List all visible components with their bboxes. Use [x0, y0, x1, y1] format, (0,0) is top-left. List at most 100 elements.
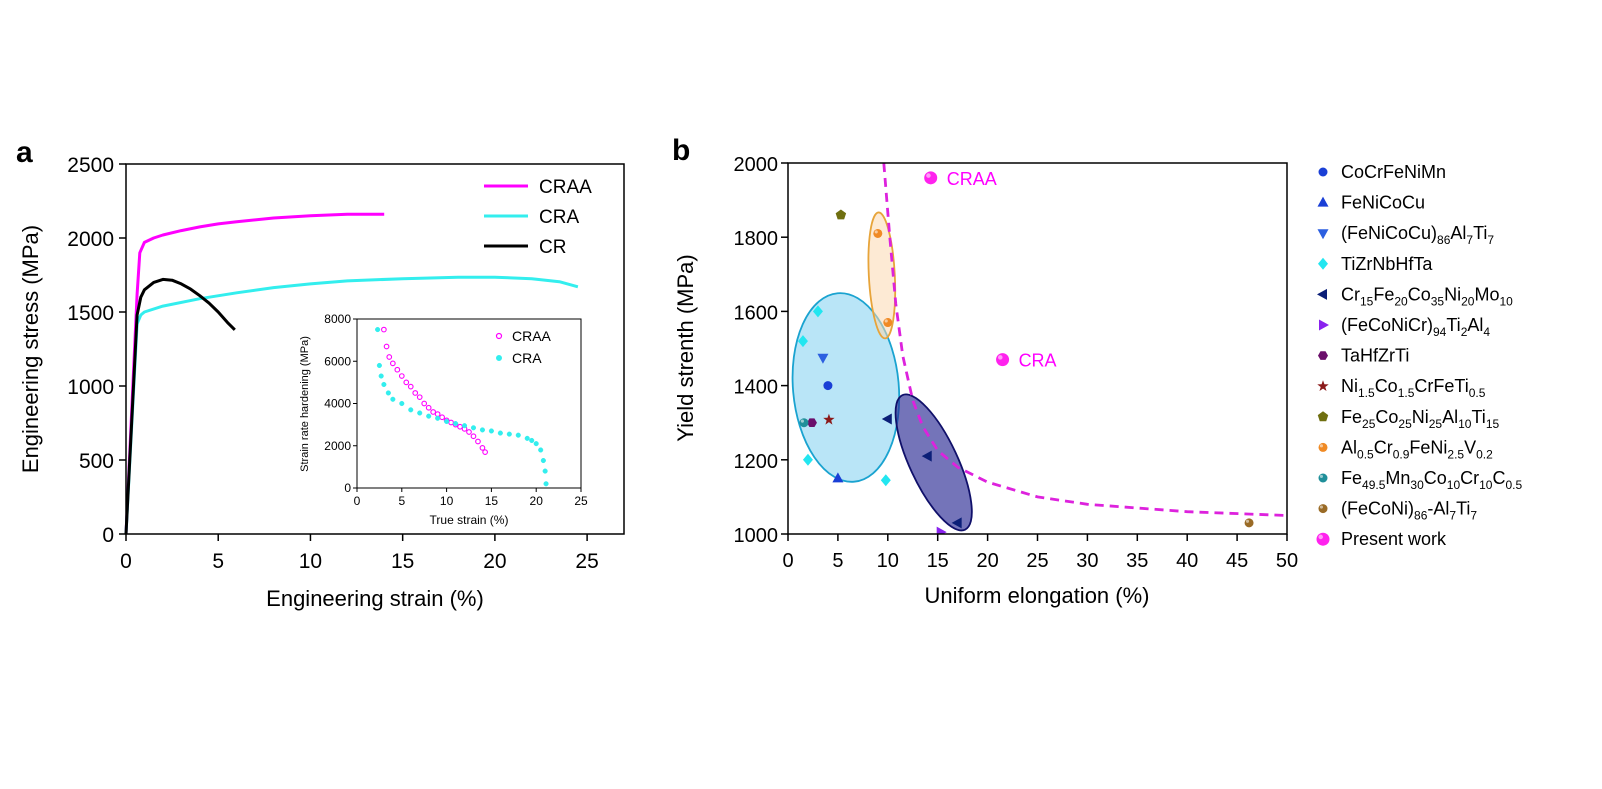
x-tick-label: 25 — [575, 550, 598, 573]
inset-y-tick-label: 6000 — [324, 354, 351, 368]
legend-item-feconi-86-al7ti7: (FeCoNi)86-Al7Ti7 — [1318, 499, 1477, 523]
inset-point-craa — [412, 390, 419, 396]
x-tick-label: 20 — [483, 550, 506, 573]
data-point-tizrnbhfta — [797, 335, 808, 348]
inset-point-craa — [430, 409, 437, 415]
region-ellipse — [791, 292, 901, 483]
panel-b-plot-area: CRAA CRA — [791, 163, 1287, 534]
panel-a-xlabel: Engineering strain (%) — [266, 586, 484, 611]
legend-item-ni1-5co1-5crfeti0-5: Ni1.5Co1.5CrFeTi0.5 — [1317, 376, 1486, 400]
inset-point-craa — [389, 360, 396, 367]
data-point-present-work — [924, 171, 938, 185]
inset-legend-label-craa: CRAA — [512, 328, 552, 344]
inset-point-craa — [479, 445, 486, 451]
y-tick-label: 1500 — [67, 302, 114, 325]
legend-label-cr: CR — [539, 237, 566, 258]
inset-point-craa — [381, 326, 387, 333]
x-tick-label: 0 — [120, 550, 132, 573]
x-tick-label: 25 — [1026, 550, 1048, 572]
legend-marker — [1318, 473, 1328, 483]
y-tick-label: 1600 — [734, 302, 779, 324]
inset-xlabel: True strain (%) — [430, 513, 509, 527]
legend-marker — [1318, 257, 1328, 270]
legend-marker — [1317, 411, 1329, 422]
series-line-cra — [124, 275, 579, 535]
legend-item-al0-5cr0-9feni2-5v0-2: Al0.5Cr0.9FeNi2.5V0.2 — [1318, 437, 1493, 461]
inset-point-cra — [453, 421, 459, 427]
data-point-fenicocu — [832, 472, 844, 483]
data-point-tizrnbhfta — [880, 474, 891, 487]
inset-point-cra — [399, 400, 405, 407]
inset-point-craa — [386, 354, 393, 360]
legend-marker — [1318, 504, 1328, 514]
legend-item-fenicocu-86al7ti7: (FeNiCoCu)86Al7Ti7 — [1317, 223, 1494, 247]
legend-marker — [1316, 532, 1330, 546]
inset-ylabel: Strain rate hardening (MPa) — [299, 336, 311, 472]
legend-item-cr15fe20co35ni20mo10: Cr15Fe20Co35Ni20Mo10 — [1317, 284, 1513, 308]
inset-point-cra — [515, 432, 521, 438]
inset-x-tick-label: 5 — [398, 494, 405, 508]
legend-label: (FeNiCoCu)86Al7Ti7 — [1341, 223, 1494, 247]
x-tick-label: 30 — [1076, 550, 1098, 572]
x-tick-label: 10 — [877, 550, 899, 572]
legend-label: Present work — [1341, 529, 1447, 549]
legend-label: TaHfZrTi — [1341, 346, 1409, 366]
inset-point-cra — [479, 427, 485, 433]
legend-marker — [1318, 442, 1328, 452]
panel-a-legend: CRAA CRA CR — [484, 177, 592, 258]
y-tick-label: 2500 — [67, 154, 114, 177]
legend-item-feconicr-94ti2al4: (FeCoNiCr)94Ti2Al4 — [1319, 315, 1490, 339]
inset-point-cra — [538, 447, 544, 453]
inset-point-cra — [506, 431, 512, 437]
region-ellipse — [867, 211, 897, 340]
data-point-tizrnbhfta — [812, 305, 823, 318]
data-point-feconicr-94ti2al4 — [936, 526, 947, 534]
inset-point-cra — [461, 423, 468, 429]
data-point-cr15fe20co35ni20mo10 — [921, 450, 932, 462]
data-point-cr15fe20co35ni20mo10 — [951, 517, 962, 529]
inset-point-craa — [398, 373, 405, 379]
inset-point-cra — [524, 435, 530, 441]
inset-point-cra — [444, 418, 450, 425]
inset-point-cra — [470, 425, 477, 431]
legend-marker — [1318, 351, 1328, 360]
legend-label: Cr15Fe20Co35Ni20Mo10 — [1341, 284, 1513, 308]
y-tick-label: 1200 — [734, 451, 779, 473]
y-tick-label: 500 — [79, 450, 114, 473]
legend-marker — [1319, 319, 1329, 331]
legend-label: Fe25Co25Ni25Al10Ti15 — [1341, 407, 1499, 431]
inset-point-cra — [426, 413, 432, 419]
legend-marker — [1317, 229, 1329, 240]
legend-label: CoCrFeNiMn — [1341, 162, 1446, 182]
inset-point-craa — [466, 429, 472, 435]
inset-plot-area — [375, 326, 549, 487]
inset-y-tick-label: 8000 — [324, 312, 351, 326]
data-point-present-work — [996, 353, 1010, 367]
legend-label: Ni1.5Co1.5CrFeTi0.5 — [1341, 376, 1486, 400]
legend-marker — [1317, 380, 1329, 392]
inset-point-craa — [470, 433, 477, 440]
y-tick-label: 0 — [102, 524, 114, 547]
x-tick-label: 45 — [1226, 550, 1248, 572]
inset-x-tick-label: 15 — [485, 494, 499, 508]
inset-x-tick-label: 0 — [354, 494, 361, 508]
x-tick-label: 15 — [927, 550, 949, 572]
legend-item-cocrfenimn: CoCrFeNiMn — [1318, 162, 1446, 182]
x-tick-label: 35 — [1126, 550, 1148, 572]
y-tick-label: 2000 — [67, 228, 114, 251]
legend-item-fenicocu: FeNiCoCu — [1317, 193, 1425, 213]
panel-label-b: b — [672, 134, 690, 167]
legend-label-cra: CRA — [539, 207, 579, 228]
x-tick-label: 5 — [212, 550, 224, 573]
series-line-craa — [124, 212, 385, 535]
data-point-fenicocu-86al7ti7 — [817, 353, 829, 364]
inset-point-cra — [385, 390, 391, 396]
inset-point-craa — [403, 379, 410, 386]
point-label-cra: CRA — [1019, 351, 1057, 371]
panel-b-legend: CoCrFeNiMn FeNiCoCu (FeNiCoCu)86Al7Ti7 TiZr… — [1316, 162, 1522, 549]
y-tick-label: 1800 — [734, 228, 779, 250]
inset-point-cra — [540, 457, 546, 464]
inset-point-craa — [407, 383, 414, 390]
